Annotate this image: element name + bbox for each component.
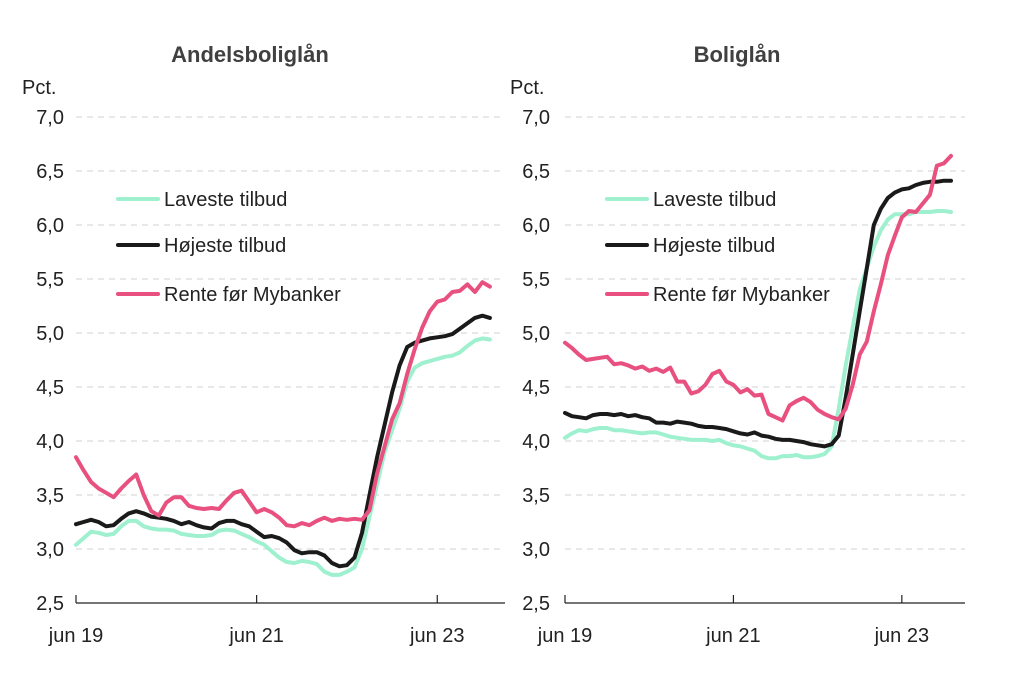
panel-2-ytick-label: 5,5 (522, 269, 550, 291)
panel-1-ytick-label: 3,0 (36, 539, 64, 561)
panel-2-xtick-label: jun 19 (537, 625, 593, 647)
panel-2-ytick-label: 4,0 (522, 431, 550, 453)
panel-2-ytick-label: 6,5 (522, 161, 550, 183)
panel-2-ytick-label: 6,0 (522, 215, 550, 237)
panel-1-ytick-label: 4,5 (36, 377, 64, 399)
panel-2-ytick-label: 7,0 (522, 107, 550, 129)
panel-2-ylabel: Pct. (510, 77, 544, 99)
panel-2-ytick-label: 3,0 (522, 539, 550, 561)
panel-2-ytick-label: 5,0 (522, 323, 550, 345)
panel-2-ytick-label: 3,5 (522, 485, 550, 507)
panel-1-ytick-label: 6,5 (36, 161, 64, 183)
panel-2-ytick-label: 2,5 (522, 593, 550, 615)
panel-1-ytick-label: 5,0 (36, 323, 64, 345)
panel-1-ytick-label: 2,5 (36, 593, 64, 615)
panel-1-ytick-label: 3,5 (36, 485, 64, 507)
panel-2-ytick-label: 4,5 (522, 377, 550, 399)
panel-1-xtick-label: jun 23 (409, 625, 465, 647)
panel-1-legend-label: Laveste tilbud (164, 189, 287, 211)
panel-1-xtick-label: jun 19 (48, 625, 104, 647)
panel-2-series-rente-f-r-mybanker-line (563, 153, 953, 423)
panel-1-series-h-jeste-tilbud-line (74, 313, 492, 569)
panel-1-series-rente-f-r-mybanker-line (74, 280, 492, 529)
panel-2-series-h-jeste-tilbud-line (563, 178, 953, 449)
panel-2-title: Boliglån (694, 42, 781, 67)
panel-2-series-laveste-tilbud-line (563, 209, 953, 461)
panel-1-legend-label: Rente før Mybanker (164, 284, 341, 306)
panel-1-ylabel: Pct. (22, 77, 56, 99)
panel-1-legend-label: Højeste tilbud (164, 235, 286, 257)
panel-1-xtick-label: jun 21 (228, 625, 284, 647)
panel-1-series-laveste-tilbud-line (74, 336, 492, 577)
panel-2-xtick-label: jun 23 (874, 625, 930, 647)
panel-1-ytick-label: 7,0 (36, 107, 64, 129)
panel-2-xtick-label: jun 21 (705, 625, 761, 647)
panel-2-legend-label: Laveste tilbud (653, 189, 776, 211)
panel-1-ytick-label: 4,0 (36, 431, 64, 453)
panel-2-legend-label: Rente før Mybanker (653, 284, 830, 306)
panel-1-ytick-label: 6,0 (36, 215, 64, 237)
panel-2-legend-label: Højeste tilbud (653, 235, 775, 257)
panel-1-title: Andelsboliglån (171, 42, 329, 67)
panel-1-ytick-label: 5,5 (36, 269, 64, 291)
